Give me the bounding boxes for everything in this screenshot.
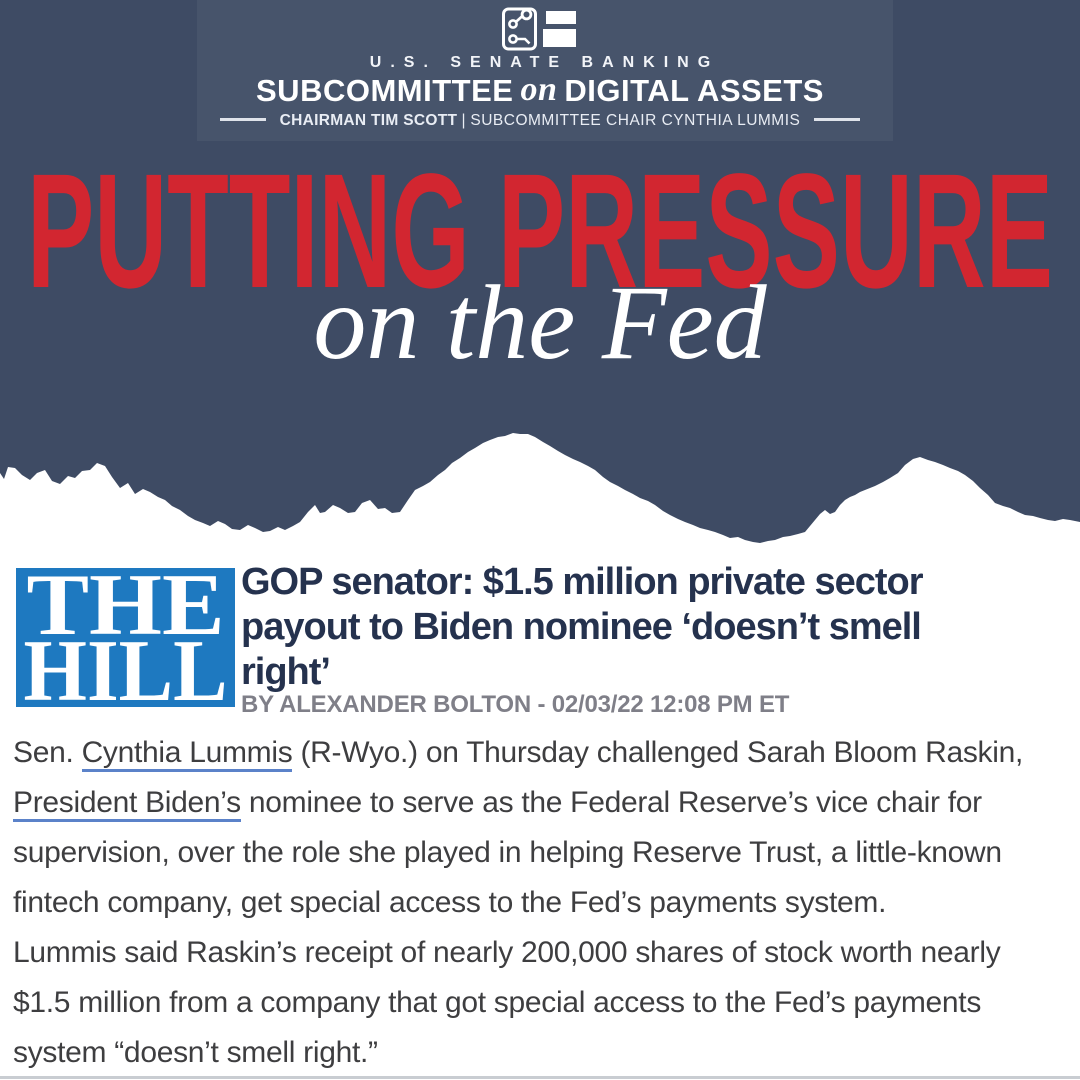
president-biden-link[interactable]: President Biden’s: [13, 786, 241, 822]
article-paragraph-1: Sen. Cynthia Lummis (R-Wyo.) on Thursday…: [13, 728, 1073, 928]
banner-title-post: DIGITAL ASSETS: [564, 73, 824, 108]
article-body-line: system “doesn’t smell right.”: [13, 1036, 378, 1069]
article-body-line: fintech company, get special access to t…: [13, 886, 887, 919]
banner-title-on: on: [520, 71, 558, 108]
the-hill-logo: THE HILL: [16, 568, 235, 707]
script-subtitle: on the Fed: [313, 264, 767, 381]
banner-title: SUBCOMMITTEE on DIGITAL ASSETS: [0, 71, 1080, 110]
article-byline: BY ALEXANDER BOLTON - 02/03/22 12:08 PM …: [241, 691, 790, 718]
subcommittee-chair-label: SUBCOMMITTEE CHAIR CYNTHIA LUMMIS: [470, 112, 801, 129]
chairman-label: CHAIRMAN TIM SCOTT: [279, 112, 458, 129]
cynthia-lummis-link[interactable]: Cynthia Lummis: [81, 736, 293, 772]
article-body-line: Lummis said Raskin’s receipt of nearly 2…: [13, 936, 1001, 969]
chair-separator: |: [461, 112, 467, 129]
banner-title-pre: SUBCOMMITTEE: [256, 73, 514, 108]
torn-paper-edge: [0, 433, 1080, 561]
article-headline-line: right’: [241, 651, 331, 693]
red-headline: PUTTING PRESSURE: [27, 166, 1053, 302]
banner-panel: [197, 0, 893, 141]
article-paragraph-2: Lummis said Raskin’s receipt of nearly 2…: [13, 928, 1073, 1078]
chair-line: CHAIRMAN TIM SCOTT | SUBCOMMITTEE CHAIR …: [0, 112, 1080, 130]
red-headline-text: PUTTING PRESSURE: [27, 166, 1053, 302]
right-dash-divider: [814, 118, 861, 121]
bottom-divider: [0, 1076, 1080, 1079]
article-headline-line: GOP senator: $1.5 million private sector: [241, 561, 924, 603]
body-text: nominee to serve as the Federal Reserve’…: [240, 786, 982, 819]
circuit-flag-icon: [502, 7, 576, 51]
body-text: (R-Wyo.) on Thursday challenged Sarah Bl…: [292, 736, 1024, 769]
left-dash-divider: [219, 118, 266, 121]
article-body-line: President Biden’s nominee to serve as th…: [13, 778, 1073, 828]
body-text: Sen.: [13, 736, 82, 769]
article-body-line: $1.5 million from a company that got spe…: [13, 986, 982, 1019]
the-hill-logo-line1: THE: [27, 568, 225, 654]
article-body-line: supervision, over the role she played in…: [13, 836, 1002, 869]
article-headline-line: payout to Biden nominee ‘doesn’t smell: [241, 606, 922, 648]
article-screenshot: THE HILL GOP senator: $1.5 million priva…: [0, 560, 1080, 1080]
agency-line: U.S. SENATE BANKING: [369, 54, 720, 71]
the-hill-logo-line2: HILL: [24, 623, 228, 707]
article-body-line: Sen. Cynthia Lummis (R-Wyo.) on Thursday…: [13, 728, 1073, 778]
article-headline: GOP senator: $1.5 million private sector…: [241, 560, 924, 695]
